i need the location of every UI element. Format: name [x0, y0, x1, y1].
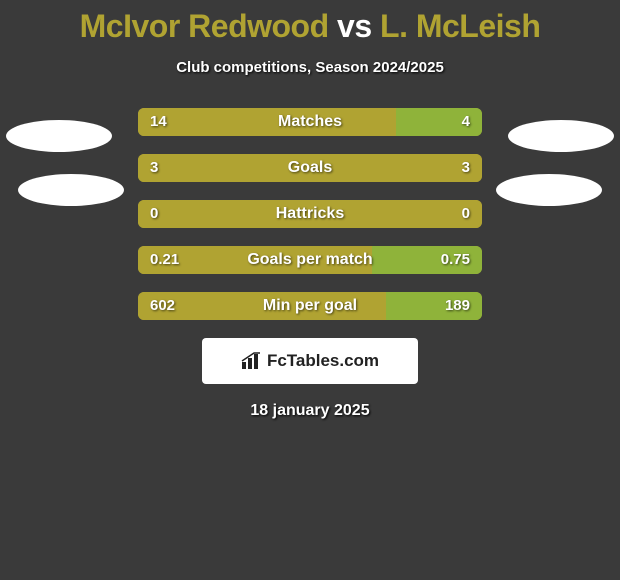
bar-chart-icon — [241, 352, 263, 370]
stat-label: Min per goal — [138, 292, 482, 320]
stat-row: 0.210.75Goals per match — [138, 246, 482, 274]
stat-label: Hattricks — [138, 200, 482, 228]
player2-name: L. McLeish — [380, 8, 540, 44]
page-title: McIvor Redwood vs L. McLeish — [0, 0, 620, 45]
stat-row: 144Matches — [138, 108, 482, 136]
brand-text: FcTables.com — [267, 351, 379, 371]
date-label: 18 january 2025 — [0, 402, 620, 420]
stat-row: 602189Min per goal — [138, 292, 482, 320]
player1-name: McIvor Redwood — [80, 8, 329, 44]
stat-label: Goals — [138, 154, 482, 182]
stat-row: 33Goals — [138, 154, 482, 182]
vs-text: vs — [337, 8, 372, 44]
stat-rows: 144Matches 33Goals 00Hattricks 0.210.75Goal… — [0, 108, 620, 320]
stat-row: 00Hattricks — [138, 200, 482, 228]
stat-label: Matches — [138, 108, 482, 136]
stat-label: Goals per match — [138, 246, 482, 274]
brand-badge: FcTables.com — [202, 338, 418, 384]
comparison-card: McIvor Redwood vs L. McLeish Club compet… — [0, 0, 620, 420]
subtitle: Club competitions, Season 2024/2025 — [0, 59, 620, 76]
